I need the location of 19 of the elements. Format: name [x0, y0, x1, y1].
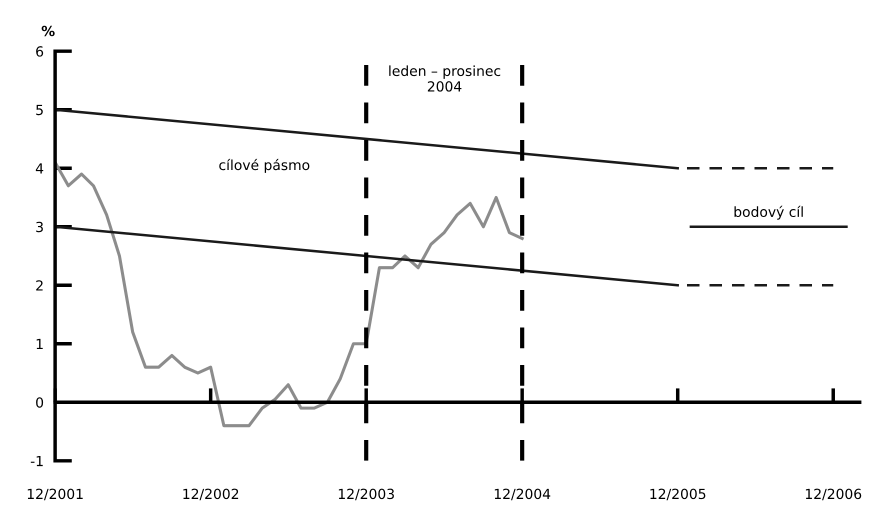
y-tick-label: -1	[30, 456, 43, 466]
y-tick-label: 1	[36, 338, 43, 350]
x-tick-label: 12/2005	[650, 488, 706, 500]
y-axis-title: %	[42, 26, 55, 36]
y-tick-label: 4	[36, 163, 44, 174]
x-tick-label: 12/2002	[183, 488, 238, 500]
x-tick-label: 12/2006	[806, 488, 862, 500]
y-tick-label: 0	[36, 397, 44, 408]
line-series	[55, 160, 524, 428]
y-tick-label: 2	[36, 280, 43, 291]
annotation: leden – prosinec 2004	[389, 65, 500, 92]
x-tick-label: 12/2003	[338, 488, 394, 500]
x-tick-label: 12/2004	[494, 488, 550, 500]
series-label: bodový cíl	[734, 206, 803, 220]
annotation: cílové pásmo	[219, 158, 310, 173]
y-tick-label: 3	[36, 222, 43, 232]
y-tick-label: 6	[36, 46, 44, 57]
y-tick-label: 5	[36, 104, 43, 116]
x-tick-label: 12/2001	[28, 488, 83, 500]
